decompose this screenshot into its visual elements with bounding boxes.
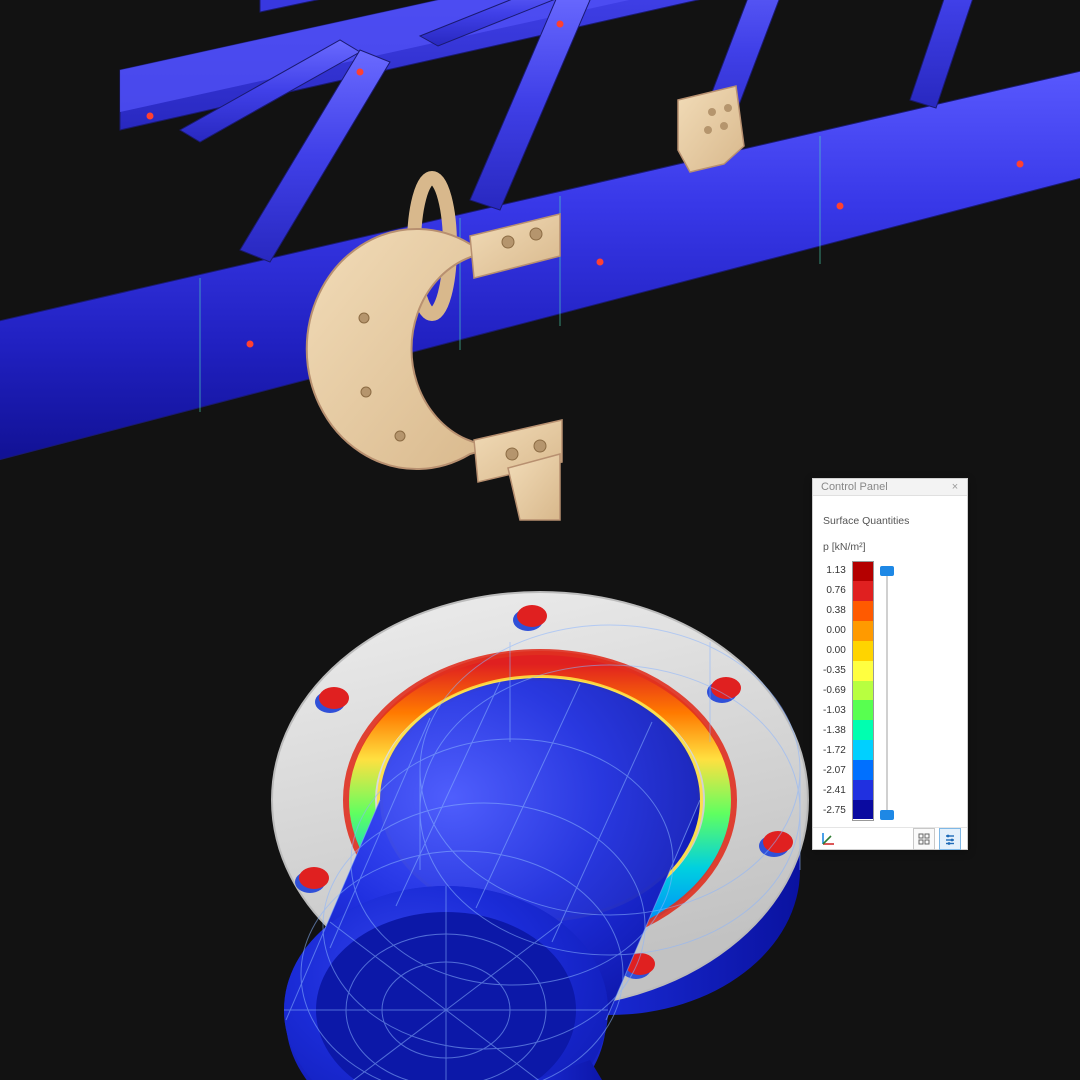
- legend-range-slider[interactable]: [878, 561, 896, 821]
- legend-value: 0.76: [823, 581, 846, 601]
- legend-value: -0.35: [823, 661, 846, 681]
- control-panel-title: Control Panel: [821, 481, 888, 493]
- control-panel[interactable]: Control Panel × Surface Quantities p [kN…: [812, 478, 968, 850]
- legend-swatch: [853, 562, 873, 582]
- legend-swatch: [853, 661, 873, 681]
- legend-swatch: [853, 681, 873, 701]
- legend-value: -2.07: [823, 761, 846, 781]
- legend-value: 0.00: [823, 621, 846, 641]
- legend-value: -1.38: [823, 721, 846, 741]
- legend-value: -2.41: [823, 781, 846, 801]
- settings-button[interactable]: [939, 828, 961, 850]
- legend-swatch: [853, 740, 873, 760]
- legend-value: -1.72: [823, 741, 846, 761]
- legend-labels: 1.130.760.380.000.00-0.35-0.69-1.03-1.38…: [823, 561, 848, 821]
- legend-value: -0.69: [823, 681, 846, 701]
- axis-triad-icon[interactable]: [819, 830, 837, 848]
- legend-value: -2.75: [823, 801, 846, 821]
- legend-swatch: [853, 641, 873, 661]
- legend-value: 0.38: [823, 601, 846, 621]
- truss-assembly: [0, 0, 1080, 520]
- bracket-main: [307, 214, 562, 520]
- control-panel-footer: [813, 827, 967, 850]
- legend-swatch: [853, 581, 873, 601]
- legend-swatch: [853, 601, 873, 621]
- legend-swatch: [853, 760, 873, 780]
- viewport-3d[interactable]: Control Panel × Surface Quantities p [kN…: [0, 0, 1080, 1080]
- legend-swatch: [853, 800, 873, 820]
- legend-value: -1.03: [823, 701, 846, 721]
- legend-swatches: [852, 561, 874, 821]
- color-legend: 1.130.760.380.000.00-0.35-0.69-1.03-1.38…: [823, 561, 959, 821]
- legend-value: 1.13: [823, 561, 846, 581]
- control-panel-titlebar[interactable]: Control Panel ×: [813, 479, 967, 496]
- legend-swatch: [853, 700, 873, 720]
- legend-swatch: [853, 780, 873, 800]
- fea-flange-assembly: [272, 592, 808, 1080]
- slider-thumb-min[interactable]: [880, 810, 894, 820]
- legend-title: Surface Quantities p [kN/m²]: [823, 502, 959, 555]
- slider-thumb-max[interactable]: [880, 566, 894, 576]
- slider-track: [886, 569, 888, 813]
- legend-swatch: [853, 621, 873, 641]
- legend-swatch: [853, 720, 873, 740]
- grid-options-button[interactable]: [913, 828, 935, 850]
- control-panel-body: Surface Quantities p [kN/m²] 1.130.760.3…: [813, 496, 967, 827]
- close-icon[interactable]: ×: [947, 479, 963, 495]
- legend-value: 0.00: [823, 641, 846, 661]
